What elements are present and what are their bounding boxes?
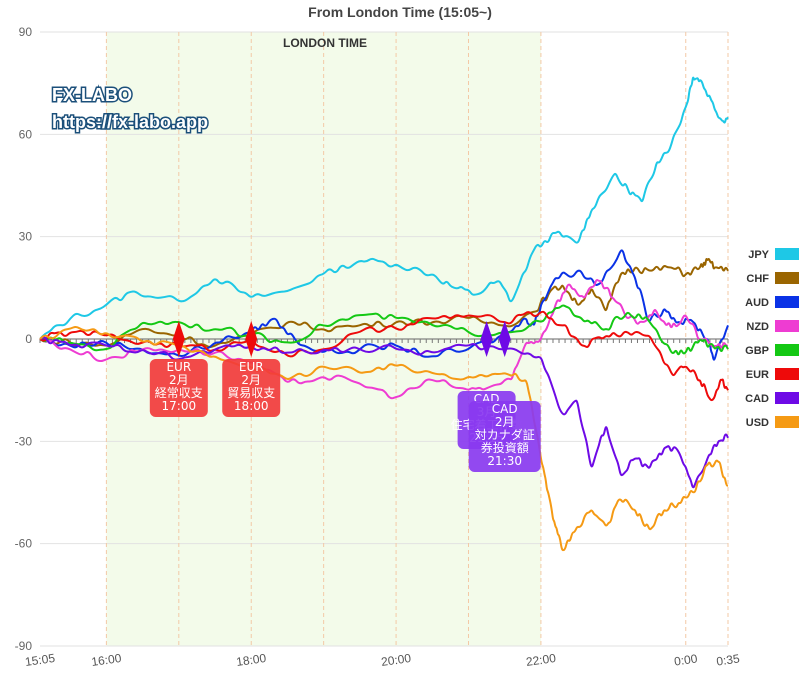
watermark-url: https://fx-labo.app: [52, 112, 208, 132]
event-label-line: 2月: [169, 373, 189, 387]
legend-item-cad[interactable]: CAD: [745, 392, 799, 405]
legend-swatch: [775, 368, 799, 380]
x-tick-label: 18:00: [235, 651, 267, 669]
x-tick-label: 0:35: [715, 651, 740, 668]
event-label-line: CAD: [492, 402, 518, 416]
event-label-line: 2月: [495, 415, 515, 429]
horizontal-gridlines: [40, 31, 728, 647]
event-label-line: 18:00: [234, 399, 269, 413]
event-diamond-icon[interactable]: [480, 321, 493, 357]
x-tick-label: 15:05: [24, 651, 56, 669]
series-line-jpy: [39, 76, 729, 340]
x-tick-label: 20:00: [380, 651, 412, 669]
y-tick-label: 0: [25, 332, 32, 346]
event-markers: EUR2月経常収支17:00EUR2月貿易収支18:00CAD3月住宅着工件数2…: [149, 321, 541, 472]
y-tick-label: -60: [15, 537, 33, 551]
legend-swatch: [775, 392, 799, 404]
event-label-line: EUR: [166, 360, 191, 374]
y-tick-label: -30: [15, 434, 33, 448]
event-diamond-icon[interactable]: [498, 321, 511, 357]
legend-item-jpy[interactable]: JPY: [748, 248, 799, 261]
event-box: [468, 401, 541, 472]
y-tick-label: 90: [19, 25, 33, 39]
event-box: [222, 359, 281, 417]
legend-swatch: [775, 320, 799, 332]
event-label-line: 経常収支: [155, 386, 203, 400]
legend-item-gbp[interactable]: GBP: [745, 344, 799, 357]
event-label-line: 貿易収支: [227, 386, 275, 400]
x-tick-label: 22:00: [525, 651, 557, 669]
session-label: LONDON TIME: [283, 36, 367, 50]
event-label-line: 券投資額: [481, 440, 529, 455]
x-tick-label: 16:00: [91, 651, 123, 669]
event-box: [149, 359, 208, 417]
legend-label: JPY: [748, 249, 769, 261]
legend-item-usd[interactable]: USD: [746, 416, 799, 429]
series-line-gbp: [39, 304, 729, 356]
watermark-brand: FX-LABO: [52, 85, 132, 105]
vertical-time-lines: [105, 32, 729, 646]
legend-swatch: [775, 344, 799, 356]
event-label-line: 2月: [241, 373, 261, 387]
legend-label: USD: [746, 417, 769, 429]
event-label-line: 対カナダ証: [475, 427, 535, 442]
legend-label: GBP: [745, 345, 769, 357]
event-label-line: 21:30: [487, 454, 522, 468]
x-tick-label: 0:00: [673, 651, 698, 668]
event-diamond-icon[interactable]: [245, 321, 258, 357]
legend-item-nzd[interactable]: NZD: [746, 320, 799, 333]
legend-label: EUR: [746, 369, 769, 381]
legend-label: CHF: [746, 273, 769, 285]
series-line-cad: [39, 336, 729, 489]
legend-label: CAD: [745, 393, 769, 405]
event-diamond-icon[interactable]: [172, 321, 185, 357]
legend-item-aud[interactable]: AUD: [745, 296, 799, 309]
legend-swatch: [775, 416, 799, 428]
y-tick-label: 30: [19, 230, 33, 244]
legend-label: NZD: [746, 321, 769, 333]
event-label-line: EUR: [239, 360, 264, 374]
legend-swatch: [775, 272, 799, 284]
legend-swatch: [775, 296, 799, 308]
chart-title: From London Time (15:05~): [308, 4, 492, 20]
event-label-line: 17:00: [162, 399, 197, 413]
y-tick-label: -90: [15, 639, 33, 653]
legend-label: AUD: [745, 297, 769, 309]
legend-swatch: [775, 248, 799, 260]
legend: JPY CHF AUD NZD GBP EUR CAD USD: [745, 248, 799, 429]
legend-item-chf[interactable]: CHF: [746, 272, 799, 285]
y-tick-label: 60: [19, 127, 33, 141]
legend-item-eur[interactable]: EUR: [746, 368, 799, 381]
